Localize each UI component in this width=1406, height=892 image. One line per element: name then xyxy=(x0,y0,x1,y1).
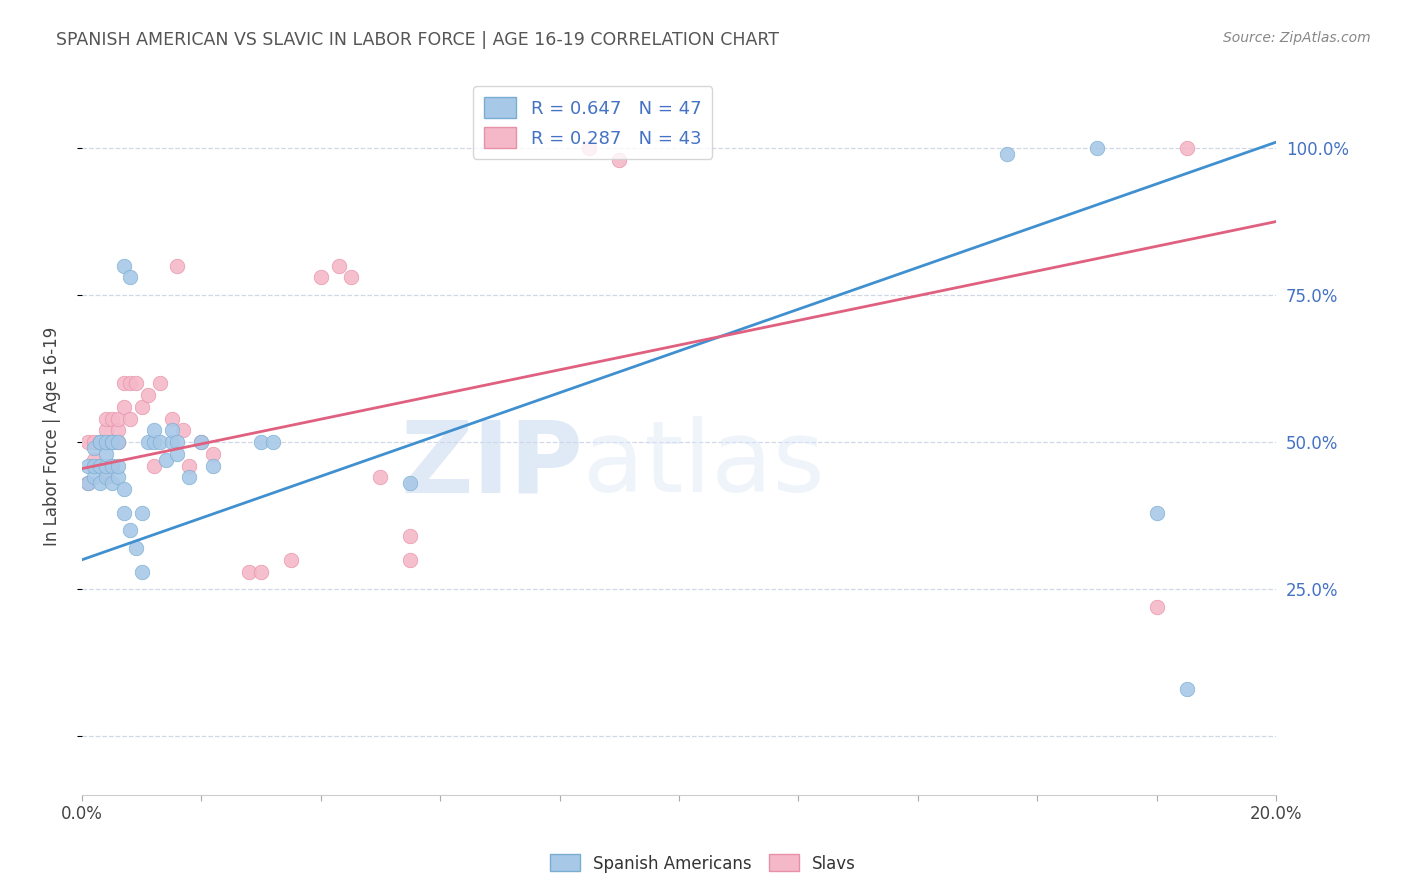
Point xyxy=(578,141,600,155)
Point xyxy=(250,435,273,450)
Point xyxy=(101,435,124,450)
Point xyxy=(179,458,201,473)
Point xyxy=(160,411,183,425)
Point xyxy=(399,476,422,491)
Point xyxy=(1175,141,1198,155)
Point xyxy=(190,435,212,450)
Point xyxy=(94,470,117,484)
Point xyxy=(309,270,332,285)
Point xyxy=(160,423,183,437)
Point xyxy=(1146,506,1168,520)
Point xyxy=(107,470,129,484)
Point xyxy=(370,470,392,484)
Point xyxy=(607,153,630,167)
Point xyxy=(148,376,170,391)
Point xyxy=(160,435,183,450)
Point xyxy=(280,553,302,567)
Point xyxy=(83,441,105,455)
Point xyxy=(89,458,111,473)
Point xyxy=(77,476,100,491)
Point xyxy=(112,400,135,414)
Point xyxy=(148,435,170,450)
Point xyxy=(238,565,260,579)
Point xyxy=(83,452,105,467)
Text: Source: ZipAtlas.com: Source: ZipAtlas.com xyxy=(1223,31,1371,45)
Point xyxy=(89,435,111,450)
Point xyxy=(118,524,141,538)
Point xyxy=(94,435,117,450)
Point xyxy=(131,506,153,520)
Point xyxy=(136,435,159,450)
Point xyxy=(112,259,135,273)
Legend: R = 0.647   N = 47, R = 0.287   N = 43: R = 0.647 N = 47, R = 0.287 N = 43 xyxy=(472,87,713,159)
Point xyxy=(94,435,117,450)
Point xyxy=(997,147,1019,161)
Point xyxy=(142,435,165,450)
Point xyxy=(83,435,105,450)
Legend: Spanish Americans, Slavs: Spanish Americans, Slavs xyxy=(543,847,863,880)
Point xyxy=(83,470,105,484)
Point xyxy=(118,376,141,391)
Point xyxy=(131,565,153,579)
Point xyxy=(107,423,129,437)
Point xyxy=(77,458,100,473)
Point xyxy=(125,376,148,391)
Point xyxy=(112,376,135,391)
Point xyxy=(202,458,225,473)
Point xyxy=(131,400,153,414)
Point xyxy=(399,553,422,567)
Point xyxy=(77,435,100,450)
Point xyxy=(107,435,129,450)
Point xyxy=(190,435,212,450)
Text: atlas: atlas xyxy=(583,417,825,514)
Point xyxy=(399,529,422,543)
Point xyxy=(89,458,111,473)
Point xyxy=(1085,141,1108,155)
Point xyxy=(136,388,159,402)
Point xyxy=(101,435,124,450)
Point xyxy=(166,447,188,461)
Point xyxy=(89,435,111,450)
Point xyxy=(107,411,129,425)
Point xyxy=(101,476,124,491)
Point xyxy=(107,435,129,450)
Point xyxy=(89,435,111,450)
Point xyxy=(112,506,135,520)
Point xyxy=(94,458,117,473)
Point xyxy=(101,411,124,425)
Point xyxy=(107,458,129,473)
Point xyxy=(179,470,201,484)
Text: SPANISH AMERICAN VS SLAVIC IN LABOR FORCE | AGE 16-19 CORRELATION CHART: SPANISH AMERICAN VS SLAVIC IN LABOR FORC… xyxy=(56,31,779,49)
Point xyxy=(83,458,105,473)
Point xyxy=(202,447,225,461)
Point xyxy=(101,458,124,473)
Point xyxy=(166,435,188,450)
Point xyxy=(250,565,273,579)
Point xyxy=(155,452,177,467)
Point xyxy=(94,447,117,461)
Point xyxy=(101,458,124,473)
Point xyxy=(77,476,100,491)
Point xyxy=(112,482,135,496)
Point xyxy=(262,435,284,450)
Point xyxy=(1175,682,1198,697)
Point xyxy=(118,411,141,425)
Point xyxy=(142,458,165,473)
Point xyxy=(328,259,350,273)
Point xyxy=(94,470,117,484)
Point xyxy=(94,411,117,425)
Point xyxy=(89,476,111,491)
Point xyxy=(125,541,148,555)
Text: ZIP: ZIP xyxy=(401,417,583,514)
Point xyxy=(142,423,165,437)
Point xyxy=(94,423,117,437)
Point xyxy=(118,270,141,285)
Point xyxy=(1146,599,1168,614)
Y-axis label: In Labor Force | Age 16-19: In Labor Force | Age 16-19 xyxy=(44,326,60,546)
Point xyxy=(166,259,188,273)
Point xyxy=(339,270,361,285)
Point xyxy=(172,423,194,437)
